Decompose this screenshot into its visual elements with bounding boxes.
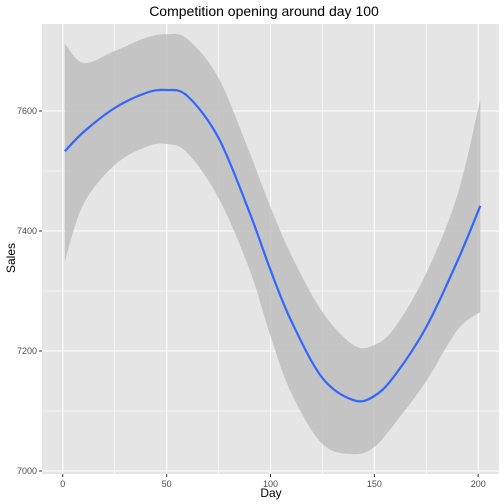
chart-title: Competition opening around day 100 xyxy=(149,3,379,19)
confidence-band xyxy=(64,33,481,455)
x-axis: 0 50 100 150 200 xyxy=(60,474,486,489)
x-tick-label: 50 xyxy=(162,479,172,489)
y-tick-label: 7400 xyxy=(17,226,37,236)
x-tick-label: 0 xyxy=(60,479,65,489)
x-tick-label: 150 xyxy=(367,479,382,489)
x-axis-title: Day xyxy=(260,486,281,500)
smooth-line xyxy=(64,88,482,403)
smooth-line-layer xyxy=(64,88,482,403)
x-tick-label: 100 xyxy=(263,479,278,489)
y-tick-label: 7000 xyxy=(17,466,37,476)
y-axis-title: Sales xyxy=(4,243,18,273)
y-axis: 7000 7200 7400 7600 xyxy=(17,106,42,476)
x-tick-label: 200 xyxy=(471,479,486,489)
y-tick-label: 7200 xyxy=(17,346,37,356)
confidence-band-layer xyxy=(64,33,481,455)
y-tick-label: 7600 xyxy=(17,106,37,116)
